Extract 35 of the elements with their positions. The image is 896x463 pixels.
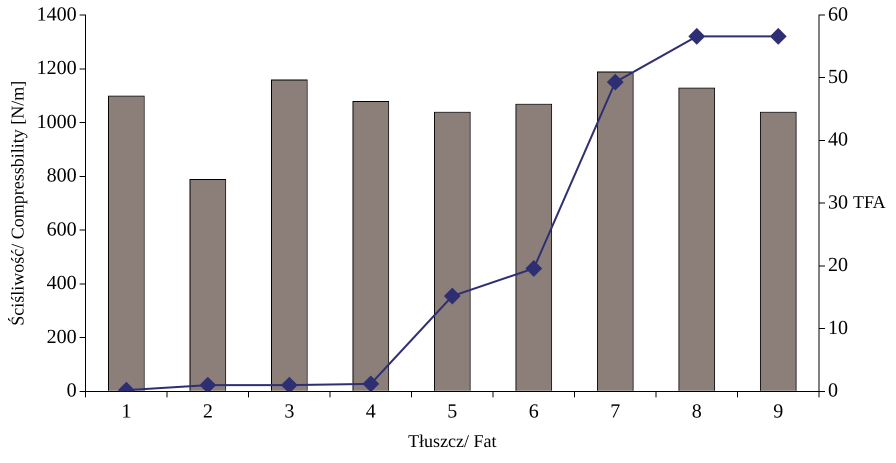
- y-tick-label: 800: [46, 164, 77, 187]
- x-tick-label: 8: [692, 400, 702, 423]
- y-tick-label: 1400: [36, 3, 77, 26]
- x-tick-label: 2: [202, 400, 213, 423]
- y2-tick-label: 60: [828, 3, 848, 26]
- x-tick-label: 4: [366, 400, 376, 423]
- y2-tick-label: 40: [828, 128, 848, 151]
- y-axis-title: Ściśliwość/ Compressbility [N/m]: [8, 80, 28, 326]
- y-tick-label: 1000: [36, 110, 77, 133]
- x-tick-label: 1: [121, 400, 132, 423]
- x-tick-label: 6: [528, 400, 539, 423]
- point: [444, 288, 460, 304]
- y-tick-label: 400: [46, 272, 77, 294]
- point: [688, 28, 705, 44]
- y2-tick-label: 30: [828, 191, 848, 214]
- x-axis-title: Tłuszcz/ Fat: [408, 430, 497, 451]
- y-tick-label: 600: [46, 218, 77, 240]
- x-tick-label: 7: [610, 400, 620, 423]
- y-tick-label: 200: [46, 326, 77, 348]
- point: [526, 260, 542, 276]
- x-tick-label: 5: [447, 400, 458, 423]
- y-tick-label: 1200: [36, 57, 77, 80]
- point: [607, 74, 624, 90]
- y-tick-label: 0: [66, 380, 77, 402]
- y2-tick-label: 0: [828, 380, 838, 402]
- y2-tick-label: 50: [828, 66, 848, 88]
- y2-tick-label: 20: [828, 254, 848, 276]
- point: [200, 377, 216, 392]
- point: [362, 376, 379, 392]
- x-tick-label: 3: [284, 400, 294, 423]
- y2-tick-label: 10: [828, 316, 848, 339]
- y2-axis-title: TFA: [853, 192, 886, 212]
- x-tick-label: 9: [773, 400, 784, 423]
- point: [281, 377, 298, 392]
- point: [770, 28, 786, 44]
